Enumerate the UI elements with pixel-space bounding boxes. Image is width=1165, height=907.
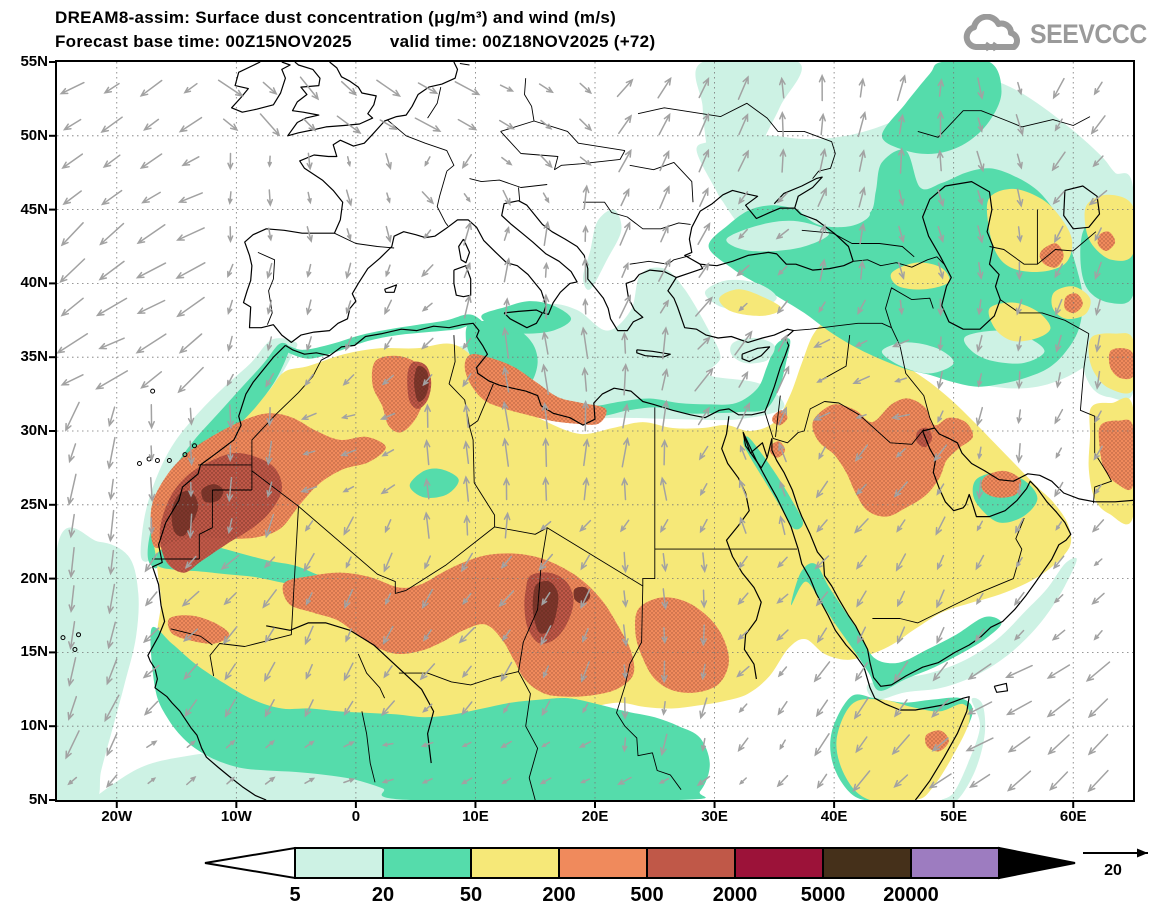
seevccc-logo: SEEVCCC <box>962 14 1157 54</box>
lat-tick-label: 20N <box>20 569 48 587</box>
legend-level-label: 5 <box>289 884 300 906</box>
page-subtitle: Forecast base time: 00Z15NOV2025 valid ti… <box>55 32 655 52</box>
map-panel <box>55 60 1135 802</box>
lat-tick-label: 45N <box>20 200 48 218</box>
legend-level-label: 50 <box>460 884 482 906</box>
legend-level-label: 5000 <box>801 884 846 906</box>
dust-field <box>57 62 1133 800</box>
lat-tick-label: 15N <box>20 643 48 661</box>
lon-tick-label: 10W <box>220 808 252 825</box>
lon-tick-label: 40E <box>820 808 848 825</box>
legend-level-label: 500 <box>630 884 663 906</box>
legend-level-label: 2000 <box>713 884 758 906</box>
forecast-map <box>57 62 1133 800</box>
lat-tick-label: 40N <box>20 274 48 292</box>
forecast-base-time: Forecast base time: 00Z15NOV2025 <box>55 32 352 51</box>
legend-level-label: 200 <box>542 884 575 906</box>
lon-tick-label: 60E <box>1059 808 1087 825</box>
lat-tick-label: 55N <box>20 53 48 70</box>
lat-tick-label: 5N <box>28 791 48 808</box>
lon-tick-label: 10E <box>462 808 489 825</box>
lat-tick-label: 35N <box>20 348 48 366</box>
coastlines <box>60 62 1133 800</box>
lat-tick-label: 10N <box>20 717 48 735</box>
wind-reference-arrow <box>1083 848 1148 858</box>
lat-tick-label: 25N <box>20 495 48 513</box>
legend-bar: 5 20 50 200 500 2000 5000 20000 <box>204 846 1076 906</box>
cloud-logo-icon <box>963 14 1020 52</box>
logo-text: SEEVCCC <box>1029 18 1147 49</box>
lon-tick-label: 0 <box>351 808 361 825</box>
lat-tick-label: 50N <box>20 126 48 144</box>
lat-tick-label: 30N <box>20 422 48 439</box>
lon-tick-label: 20W <box>101 808 133 825</box>
graticule <box>57 62 1133 800</box>
lon-tick-label: 50E <box>940 808 967 825</box>
legend-level-label: 20 <box>372 884 394 906</box>
page-title: DREAM8-assim: Surface dust concentration… <box>55 8 617 27</box>
chart-titles: DREAM8-assim: Surface dust concentration… <box>55 8 655 52</box>
wind-arrows <box>57 73 1111 793</box>
legend-level-label: 20000 <box>883 884 939 906</box>
lon-tick-label: 20E <box>581 808 609 825</box>
valid-time: valid time: 00Z18NOV2025 (+72) <box>389 32 656 51</box>
wind-reference-value: 20 <box>1104 862 1122 879</box>
lon-tick-label: 30E <box>701 808 728 825</box>
